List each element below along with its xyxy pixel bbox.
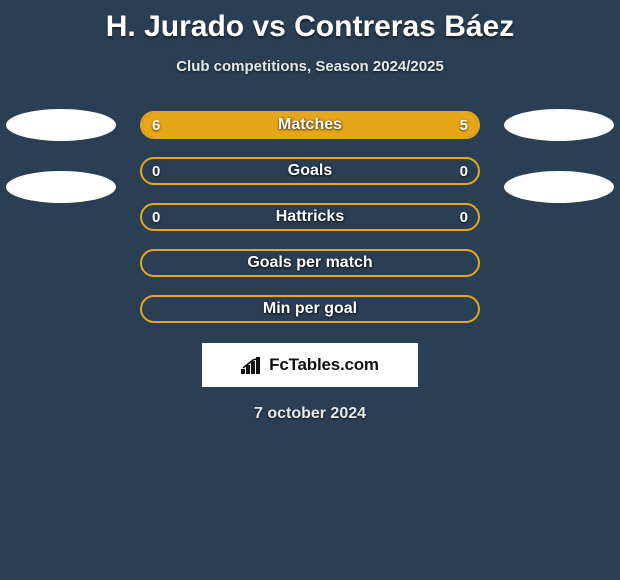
stat-bar-track (140, 249, 480, 277)
page-title: H. Jurado vs Contreras Báez (0, 0, 620, 44)
stat-row: Goals00 (0, 157, 620, 185)
page-subtitle: Club competitions, Season 2024/2025 (0, 58, 620, 75)
date-label: 7 october 2024 (0, 405, 620, 423)
stat-row: Matches65 (0, 111, 620, 139)
stat-bar-fill-left (142, 113, 478, 137)
player-avatar-left (6, 109, 116, 141)
stat-bar-track (140, 203, 480, 231)
stat-bar-track (140, 111, 480, 139)
stat-bar-track (140, 157, 480, 185)
player-avatar-right (504, 109, 614, 141)
stat-bar-track (140, 295, 480, 323)
stat-row: Min per goal (0, 295, 620, 323)
stat-row: Hattricks00 (0, 203, 620, 231)
player-avatar-right (504, 171, 614, 203)
player-avatar-left (6, 171, 116, 203)
logo-box[interactable]: FcTables.com (202, 343, 418, 387)
stat-row: Goals per match (0, 249, 620, 277)
stats-container: Matches65 Goals00 Hattricks00 Goals per mat… (0, 111, 620, 323)
fctables-logo-icon (241, 356, 263, 374)
logo-text: FcTables.com (269, 355, 379, 375)
